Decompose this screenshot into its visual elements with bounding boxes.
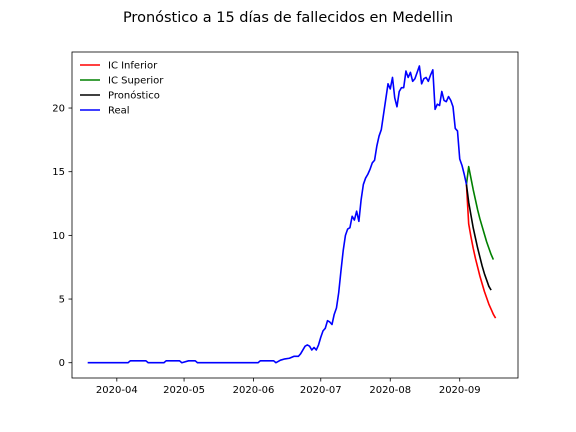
x-tick-label: 2020-06 <box>233 385 275 396</box>
series-line-3 <box>87 65 468 364</box>
x-tick-label: 2020-07 <box>300 385 342 396</box>
y-tick-label: 10 <box>52 231 65 242</box>
y-tick-label: 5 <box>59 295 65 306</box>
x-tick-label: 2020-05 <box>163 385 205 396</box>
y-tick-label: 15 <box>52 167 65 178</box>
y-tick-label: 20 <box>52 104 65 115</box>
legend-label-0: IC Inferior <box>108 61 158 72</box>
legend: IC Inferior IC Superior Pronóstico Real <box>80 61 164 117</box>
legend-label-1: IC Superior <box>108 76 164 87</box>
x-tick-label: 2020-04 <box>96 385 138 396</box>
x-tick-label: 2020-09 <box>439 385 481 396</box>
chart-title: Pronóstico a 15 días de fallecidos en Me… <box>123 10 453 26</box>
x-axis: 2020-04 2020-05 2020-06 2020-07 2020-08 2020-… <box>96 378 481 396</box>
series-line-2 <box>465 184 492 291</box>
legend-label-3: Real <box>108 106 130 117</box>
plot-frame <box>71 51 519 379</box>
series-line-1 <box>465 165 495 260</box>
plot-series <box>87 65 497 364</box>
series-line-0 <box>465 184 497 319</box>
y-axis: 0 5 10 15 20 <box>52 104 72 369</box>
x-tick-label: 2020-08 <box>369 385 411 396</box>
y-tick-label: 0 <box>59 358 65 369</box>
legend-label-2: Pronóstico <box>108 90 160 102</box>
